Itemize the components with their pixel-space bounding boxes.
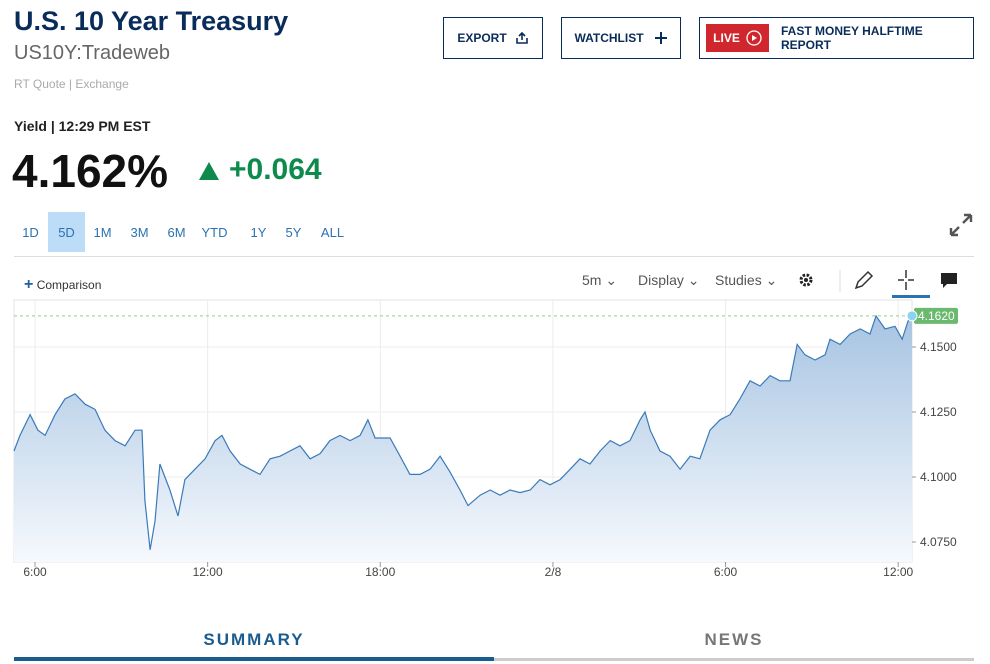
settings-icon[interactable]	[799, 273, 813, 287]
x-tick-label: 2/8	[545, 565, 562, 579]
range-button[interactable]: YTD	[201, 224, 228, 240]
live-label: LIVE	[713, 31, 740, 45]
range-button[interactable]: 5D	[48, 212, 85, 252]
title: U.S. 10 Year Treasury	[14, 6, 289, 36]
x-tick-label: 6:00	[714, 565, 738, 579]
live-button[interactable]: LIVE FAST MONEY HALFTIME REPORT	[699, 17, 974, 59]
y-tick-label: 4.0750	[920, 535, 957, 549]
range-button[interactable]: 1M	[93, 224, 112, 240]
x-tick-label: 6:00	[23, 565, 47, 579]
export-button[interactable]: EXPORT	[443, 17, 543, 59]
comparison-button[interactable]: + Comparison	[24, 276, 102, 293]
source: RT Quote | Exchange	[14, 77, 129, 91]
quote-label: Yield | 12:29 PM EST	[14, 118, 151, 134]
comment-icon[interactable]	[941, 273, 957, 288]
range-button[interactable]: 1Y	[250, 224, 267, 240]
interval-button[interactable]: 5m ⌄	[582, 272, 618, 288]
interval-label: 5m	[582, 272, 602, 288]
range-button[interactable]: 1D	[22, 224, 39, 240]
x-tick-label: 12:00	[193, 565, 223, 579]
quote-last: 4.162%	[12, 145, 169, 197]
y-tick-label: 4.1500	[920, 340, 957, 354]
display-label: Display	[638, 272, 684, 288]
tool-icons	[799, 270, 957, 298]
up-arrow	[199, 162, 219, 180]
display-button[interactable]: Display ⌄	[638, 272, 700, 288]
chart: 6:00 12:00 18:00 2/8 6:00 12:00 4.0750 4.1000 4.…	[13, 299, 958, 579]
range-button[interactable]: ALL	[320, 224, 345, 240]
range-button[interactable]: 3M	[130, 224, 149, 240]
price-line	[13, 314, 913, 550]
summary-tab[interactable]: SUMMARY	[203, 630, 305, 649]
live-badge: LIVE	[706, 24, 769, 52]
symbol: US10Y:Tradeweb	[14, 42, 171, 64]
watchlist-label: WATCHLIST	[574, 31, 644, 45]
plus-icon	[654, 32, 667, 44]
program-label: FAST MONEY HALFTIME REPORT	[780, 24, 923, 52]
studies-label: Studies	[715, 272, 762, 288]
last-point	[906, 310, 918, 322]
watchlist-button[interactable]: WATCHLIST	[561, 17, 681, 59]
range-button[interactable]: 6M	[167, 224, 186, 240]
x-tick-label: 18:00	[365, 565, 395, 579]
crosshair-icon[interactable]	[898, 270, 914, 290]
tab-underline	[14, 657, 494, 661]
last-value-label: 4.1620	[918, 309, 955, 323]
range-button[interactable]: 5Y	[285, 224, 302, 240]
area-fill	[14, 315, 912, 562]
x-tick-label: 12:00	[883, 565, 913, 579]
news-tab[interactable]: NEWS	[704, 630, 764, 649]
quote-change: +0.064	[229, 153, 322, 186]
comparison-label: Comparison	[36, 278, 102, 292]
export-icon	[515, 31, 528, 44]
studies-button[interactable]: Studies ⌄	[715, 272, 778, 288]
last-value-badge	[914, 307, 958, 324]
divider	[14, 256, 974, 257]
export-label: EXPORT	[457, 31, 507, 45]
y-tick-label: 4.1000	[920, 470, 957, 484]
play-icon	[746, 30, 762, 46]
y-tick-label: 4.1250	[920, 405, 957, 419]
tool-selected	[892, 295, 930, 298]
tab-track	[494, 658, 974, 661]
draw-icon[interactable]	[854, 270, 874, 290]
expand-icon[interactable]	[948, 212, 974, 238]
